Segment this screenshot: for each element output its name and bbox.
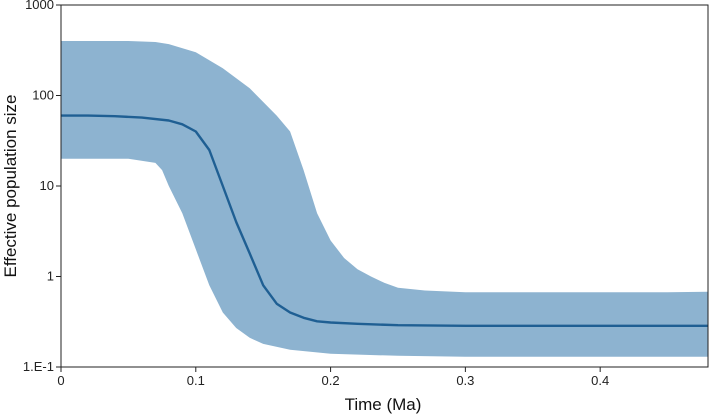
x-tick-label: 0.2 bbox=[322, 373, 340, 388]
y-tick-label: 100 bbox=[32, 88, 54, 103]
y-tick-label: 1 bbox=[47, 269, 54, 284]
x-tick-label: 0.1 bbox=[187, 373, 205, 388]
x-tick-label: 0 bbox=[57, 373, 64, 388]
y-axis-title: Effective population size bbox=[1, 94, 20, 277]
y-tick-label: 10 bbox=[40, 178, 54, 193]
x-tick-label: 0.4 bbox=[591, 373, 609, 388]
y-tick-label: 1000 bbox=[25, 0, 54, 12]
x-tick-label: 0.3 bbox=[456, 373, 474, 388]
axes: 1.E-1 1 10 100 1000 0 0.1 0.2 0.3 0.4 bbox=[23, 0, 709, 388]
median-line bbox=[61, 114, 708, 327]
plot-area bbox=[61, 41, 708, 357]
confidence-band bbox=[61, 41, 708, 357]
y-tick-label: 1.E-1 bbox=[23, 359, 54, 374]
x-axis-title: Time (Ma) bbox=[345, 395, 422, 414]
